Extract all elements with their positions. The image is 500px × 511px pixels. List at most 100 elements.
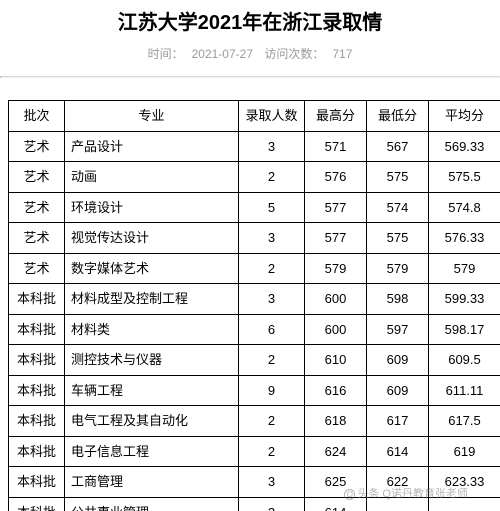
table-cell: 6: [239, 314, 305, 345]
table-cell: 2: [239, 436, 305, 467]
table-cell: 艺术: [9, 253, 65, 284]
date-value: 2021-07-27: [192, 47, 253, 61]
table-cell: 577: [305, 223, 367, 254]
table-cell: 本科批: [9, 436, 65, 467]
table-cell: 视觉传达设计: [65, 223, 239, 254]
table-cell: 614: [367, 436, 429, 467]
table-cell: 609: [367, 375, 429, 406]
table-body: 艺术产品设计3571567569.33艺术动画2576575575.5艺术环境设…: [9, 131, 500, 511]
admissions-table: 批次 专业 录取人数 最高分 最低分 平均分 艺术产品设计3571567569.…: [8, 100, 500, 511]
table-cell: 艺术: [9, 223, 65, 254]
table-cell: 574.8: [429, 192, 500, 223]
table-cell: 623.33: [429, 467, 500, 498]
table-cell: 571: [305, 131, 367, 162]
table-cell: 577: [305, 192, 367, 223]
table-row: 本科批材料类6600597598.17: [9, 314, 500, 345]
table-cell: 609: [367, 345, 429, 376]
table-cell: 575.5: [429, 162, 500, 193]
table-row: 艺术视觉传达设计3577575576.33: [9, 223, 500, 254]
table-cell: 598.17: [429, 314, 500, 345]
table-row: 本科批车辆工程9616609611.11: [9, 375, 500, 406]
table-row: 艺术数字媒体艺术2579579579: [9, 253, 500, 284]
table-row: 艺术环境设计5577574574.8: [9, 192, 500, 223]
table-cell: 611.11: [429, 375, 500, 406]
table-cell: 3: [239, 467, 305, 498]
table-cell: 车辆工程: [65, 375, 239, 406]
table-cell: 616: [305, 375, 367, 406]
table-row: 本科批公共事业管理2614: [9, 497, 500, 511]
table-cell: 9: [239, 375, 305, 406]
table-cell: 5: [239, 192, 305, 223]
table-cell: 3: [239, 131, 305, 162]
table-cell: 材料类: [65, 314, 239, 345]
table-cell: 本科批: [9, 497, 65, 511]
table-cell: 579: [429, 253, 500, 284]
table-cell: 材料成型及控制工程: [65, 284, 239, 315]
table-row: 本科批工商管理3625622623.33: [9, 467, 500, 498]
table-cell: [429, 497, 500, 511]
table-cell: 579: [367, 253, 429, 284]
table-cell: 动画: [65, 162, 239, 193]
col-min: 最低分: [367, 101, 429, 132]
table-cell: 2: [239, 497, 305, 511]
table-cell: 575: [367, 223, 429, 254]
col-count: 录取人数: [239, 101, 305, 132]
page-title: 江苏大学2021年在浙江录取情: [0, 6, 500, 35]
table-row: 本科批电子信息工程2624614619: [9, 436, 500, 467]
table-row: 本科批测控技术与仪器2610609609.5: [9, 345, 500, 376]
table-cell: 617.5: [429, 406, 500, 437]
table-cell: 数字媒体艺术: [65, 253, 239, 284]
table-header-row: 批次 专业 录取人数 最高分 最低分 平均分: [9, 101, 500, 132]
col-major: 专业: [65, 101, 239, 132]
table-cell: 610: [305, 345, 367, 376]
admissions-table-wrap: 批次 专业 录取人数 最高分 最低分 平均分 艺术产品设计3571567569.…: [0, 78, 500, 511]
table-cell: 600: [305, 284, 367, 315]
table-cell: 618: [305, 406, 367, 437]
table-cell: 电子信息工程: [65, 436, 239, 467]
table-cell: 624: [305, 436, 367, 467]
table-cell: 2: [239, 406, 305, 437]
table-cell: 艺术: [9, 162, 65, 193]
table-cell: 617: [367, 406, 429, 437]
table-cell: 619: [429, 436, 500, 467]
table-cell: 2: [239, 253, 305, 284]
table-cell: 575: [367, 162, 429, 193]
table-cell: 产品设计: [65, 131, 239, 162]
table-cell: [367, 497, 429, 511]
table-row: 本科批材料成型及控制工程3600598599.33: [9, 284, 500, 315]
table-cell: 598: [367, 284, 429, 315]
col-max: 最高分: [305, 101, 367, 132]
table-cell: 本科批: [9, 284, 65, 315]
table-cell: 2: [239, 345, 305, 376]
table-cell: 625: [305, 467, 367, 498]
table-cell: 597: [367, 314, 429, 345]
table-cell: 614: [305, 497, 367, 511]
visits-value: 717: [332, 47, 352, 61]
table-row: 艺术产品设计3571567569.33: [9, 131, 500, 162]
table-cell: 艺术: [9, 131, 65, 162]
visits-label: 访问次数：: [264, 47, 324, 61]
col-avg: 平均分: [429, 101, 500, 132]
page-meta: 时间： 2021-07-27 访问次数： 717: [0, 45, 500, 62]
table-cell: 艺术: [9, 192, 65, 223]
table-cell: 本科批: [9, 314, 65, 345]
table-cell: 测控技术与仪器: [65, 345, 239, 376]
table-cell: 576: [305, 162, 367, 193]
table-cell: 579: [305, 253, 367, 284]
table-cell: 本科批: [9, 345, 65, 376]
table-cell: 工商管理: [65, 467, 239, 498]
table-cell: 576.33: [429, 223, 500, 254]
table-cell: 3: [239, 284, 305, 315]
table-cell: 公共事业管理: [65, 497, 239, 511]
table-cell: 电气工程及其自动化: [65, 406, 239, 437]
table-cell: 本科批: [9, 406, 65, 437]
table-row: 本科批电气工程及其自动化2618617617.5: [9, 406, 500, 437]
table-cell: 569.33: [429, 131, 500, 162]
table-row: 艺术动画2576575575.5: [9, 162, 500, 193]
table-cell: 2: [239, 162, 305, 193]
table-cell: 622: [367, 467, 429, 498]
table-cell: 600: [305, 314, 367, 345]
table-cell: 本科批: [9, 375, 65, 406]
date-label: 时间：: [148, 47, 184, 61]
table-cell: 574: [367, 192, 429, 223]
